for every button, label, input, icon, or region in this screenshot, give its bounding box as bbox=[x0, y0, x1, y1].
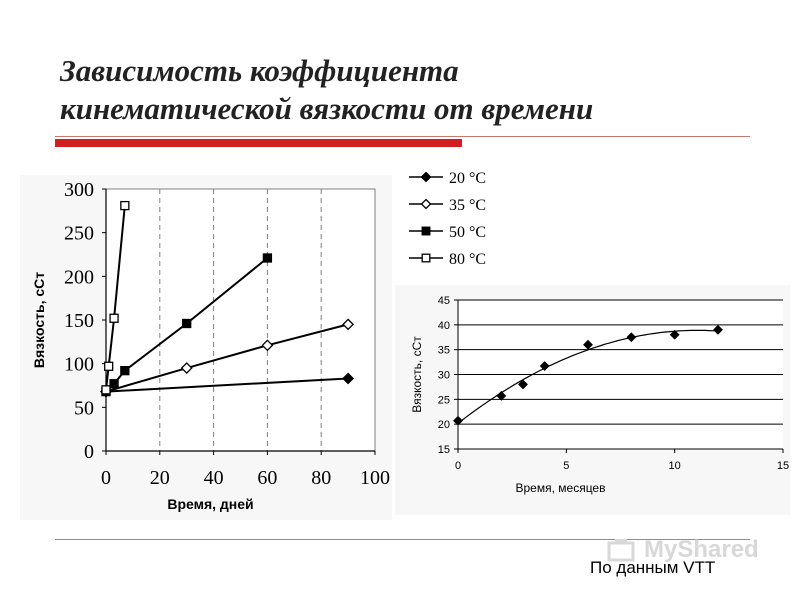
legend-label: 35 °C bbox=[449, 197, 486, 214]
x-tick-label: 5 bbox=[563, 460, 569, 472]
data-point bbox=[101, 385, 111, 395]
legend-item: 80 °C bbox=[409, 251, 486, 268]
y-tick-label: 45 bbox=[438, 295, 450, 307]
data-point bbox=[109, 313, 119, 323]
data-point bbox=[342, 318, 355, 331]
x-tick-label: 20 bbox=[150, 467, 170, 489]
x-tick-label: 0 bbox=[101, 467, 111, 489]
y-tick-label: 50 bbox=[74, 397, 94, 419]
x-tick-label: 10 bbox=[669, 460, 681, 472]
y-tick-label: 15 bbox=[438, 444, 450, 456]
data-point bbox=[104, 361, 114, 371]
data-point bbox=[120, 366, 130, 376]
legend-marker bbox=[421, 226, 431, 236]
legend-marker bbox=[420, 198, 432, 210]
x-tick-label: 80 bbox=[311, 467, 331, 489]
legend-item: 50 °C bbox=[409, 224, 486, 241]
watermark-icon bbox=[607, 539, 635, 562]
data-point bbox=[496, 390, 507, 401]
legend-label: 50 °C bbox=[449, 224, 486, 241]
legend-item: 20 °C bbox=[409, 170, 486, 187]
data-point bbox=[583, 339, 593, 350]
data-point bbox=[342, 372, 355, 385]
data-point bbox=[120, 200, 130, 211]
legend-item: 35 °C bbox=[409, 197, 486, 214]
data-point bbox=[626, 332, 637, 343]
chart-legend: 20 °C 35 °C 50 °C 80 °C bbox=[409, 170, 486, 268]
y-tick-label: 20 bbox=[438, 419, 450, 431]
y-tick-label: 0 bbox=[84, 441, 94, 463]
y-tick-label: 100 bbox=[64, 354, 94, 376]
title-divider-accent bbox=[55, 139, 462, 147]
y-tick-label: 300 bbox=[64, 179, 94, 201]
series-line bbox=[105, 377, 349, 393]
y-axis-title: Вязкость, сСт bbox=[410, 336, 424, 413]
data-point bbox=[182, 318, 192, 329]
data-point bbox=[518, 379, 528, 390]
legend-label: 20 °C bbox=[449, 170, 486, 187]
data-point bbox=[669, 329, 680, 340]
watermark-text: MyShared bbox=[644, 536, 759, 563]
data-point bbox=[539, 361, 550, 371]
data-point bbox=[261, 339, 274, 352]
y-axis-title: Вязкость, сСт bbox=[31, 272, 47, 368]
x-axis-title: Время, месяцев bbox=[516, 481, 606, 495]
legend-marker bbox=[420, 171, 432, 183]
legend-label: 80 °C bbox=[449, 251, 486, 268]
y-tick-label: 200 bbox=[64, 266, 94, 288]
x-tick-label: 100 bbox=[360, 467, 390, 489]
data-point bbox=[262, 253, 273, 263]
legend-marker bbox=[421, 253, 431, 263]
title-divider-thin bbox=[55, 136, 750, 137]
footer-divider bbox=[55, 539, 750, 540]
data-point bbox=[109, 379, 119, 389]
y-tick-label: 30 bbox=[438, 370, 450, 382]
x-tick-label: 15 bbox=[777, 460, 789, 472]
x-axis-title: Время, дней bbox=[167, 496, 253, 512]
series-line bbox=[105, 323, 349, 393]
y-tick-label: 40 bbox=[438, 320, 450, 332]
x-tick-label: 60 bbox=[257, 467, 277, 489]
x-tick-label: 0 bbox=[455, 460, 461, 472]
y-tick-label: 250 bbox=[64, 223, 94, 245]
y-tick-label: 25 bbox=[438, 394, 450, 406]
plot-area bbox=[106, 189, 375, 451]
series-line bbox=[105, 205, 126, 390]
data-point bbox=[713, 324, 723, 335]
y-tick-label: 150 bbox=[64, 310, 94, 332]
source-note: По данным VTT bbox=[590, 558, 716, 577]
page-title: Зависимость коэффициента кинематической … bbox=[60, 52, 760, 128]
data-point bbox=[180, 362, 193, 374]
x-tick-label: 40 bbox=[204, 467, 224, 489]
chart-viscosity-months: 15 20 25 30 35 40 45 0 5 10 15 Время, месяцев Вязкос… bbox=[395, 285, 790, 515]
title-line-1: Зависимость коэффициента bbox=[60, 53, 459, 88]
title-line-2: кинематической вязкости от времени bbox=[60, 91, 594, 126]
y-tick-label: 35 bbox=[438, 345, 450, 357]
data-point bbox=[453, 415, 463, 426]
series-4 bbox=[101, 200, 130, 395]
chart-viscosity-days: 0 50 100 150 200 250 300 0 20 40 60 80 100 Время, дне… bbox=[20, 175, 392, 520]
